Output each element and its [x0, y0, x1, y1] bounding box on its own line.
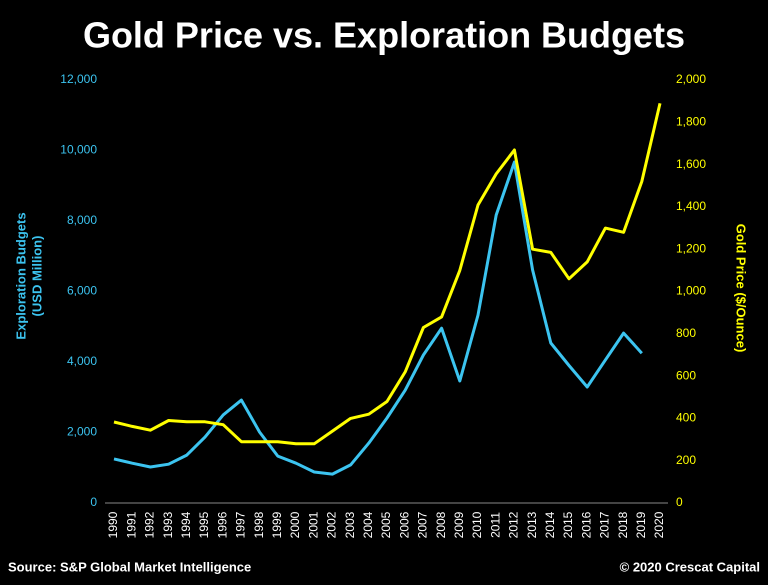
x-tick-label: 2006 — [397, 511, 411, 538]
x-tick-label: 2014 — [543, 511, 557, 538]
series-line — [113, 102, 662, 446]
x-tick-label: 2002 — [325, 511, 339, 538]
y2-tick-label: 1,200 — [676, 241, 706, 255]
y2-tick-label: 1,400 — [676, 199, 706, 213]
y-tick-label: 0 — [90, 495, 97, 509]
x-tick-label: 2017 — [598, 511, 612, 538]
x-tick-label: 1994 — [179, 511, 193, 538]
y-axis-label: Exploration Budgets — [13, 212, 28, 339]
y-tick-label: 10,000 — [60, 143, 97, 157]
y-tick-label: 4,000 — [67, 354, 97, 368]
x-tick-label: 2020 — [652, 511, 666, 538]
x-tick-label: 2011 — [488, 512, 502, 538]
y-tick-label: 6,000 — [67, 284, 97, 298]
y2-tick-label: 1,800 — [676, 114, 706, 128]
x-tick-label: 2010 — [470, 511, 484, 538]
x-tick-label: 1991 — [124, 511, 138, 538]
x-tick-label: 2008 — [434, 511, 448, 538]
y2-tick-label: 1,600 — [676, 157, 706, 171]
x-tick-label: 1997 — [234, 511, 248, 538]
x-tick-label: 1998 — [252, 511, 266, 538]
y2-tick-label: 2,000 — [676, 72, 706, 86]
copyright: © 2020 Crescat Capital — [620, 559, 760, 574]
y2-tick-label: 1,000 — [676, 284, 706, 298]
x-tick-label: 2016 — [579, 511, 593, 538]
x-tick-label: 2007 — [416, 511, 430, 538]
x-tick-label: 1995 — [197, 511, 211, 538]
x-tick-label: 1993 — [161, 511, 175, 538]
x-tick-label: 2018 — [616, 511, 630, 538]
y-tick-label: 2,000 — [67, 425, 97, 439]
x-tick-label: 2000 — [288, 511, 302, 538]
x-tick-label: 2005 — [379, 511, 393, 538]
y2-tick-label: 200 — [676, 453, 696, 467]
x-tick-label: 2012 — [507, 511, 521, 538]
x-tick-label: 2003 — [343, 511, 357, 538]
y2-tick-label: 0 — [676, 495, 683, 509]
x-tick-label: 2019 — [634, 511, 648, 538]
chart-title: Gold Price vs. Exploration Budgets — [83, 15, 685, 56]
x-tick-label: 1999 — [270, 511, 284, 538]
y2-tick-label: 400 — [676, 411, 696, 425]
source: Source: S&P Global Market Intelligence — [8, 559, 251, 574]
y-axis-label: (USD Million) — [29, 236, 44, 317]
x-tick-label: 1992 — [143, 511, 157, 538]
x-tick-label: 2009 — [452, 511, 466, 538]
x-tick-label: 1990 — [106, 511, 120, 538]
series-line — [113, 160, 643, 476]
x-tick-label: 2015 — [561, 511, 575, 538]
y-tick-label: 12,000 — [60, 72, 97, 86]
y2-tick-label: 600 — [676, 368, 696, 382]
x-tick-label: 2004 — [361, 511, 375, 538]
y2-axis-label: Gold Price ($/Ounce) — [734, 224, 749, 353]
x-tick-label: 2001 — [306, 511, 320, 538]
x-tick-label: 1996 — [215, 511, 229, 538]
y2-tick-label: 800 — [676, 326, 696, 340]
y-tick-label: 8,000 — [67, 213, 97, 227]
x-tick-label: 2013 — [525, 511, 539, 538]
